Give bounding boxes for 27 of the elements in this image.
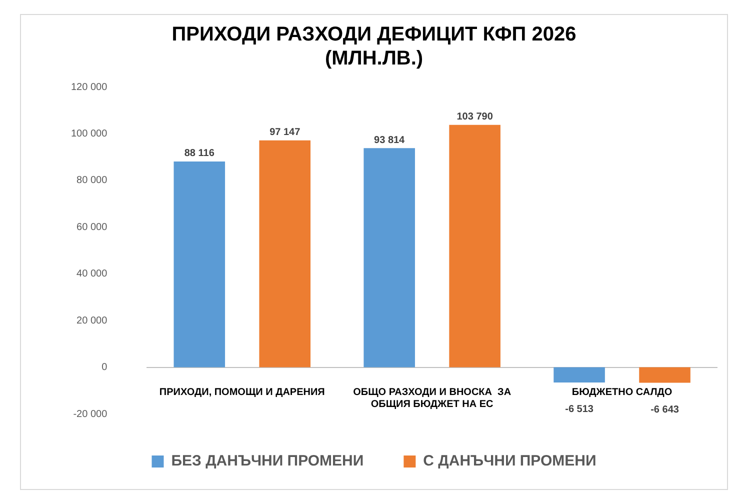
- y-tick-label: 0: [102, 362, 108, 374]
- legend-label: БЕЗ ДАНЪЧНИ ПРОМЕНИ: [171, 452, 364, 470]
- y-tick-label: 60 000: [76, 222, 108, 233]
- data-label: 88 116: [184, 148, 215, 160]
- data-label: 93 814: [374, 134, 406, 146]
- y-tick-label: 80 000: [76, 175, 108, 186]
- bar: [259, 140, 311, 368]
- legend-label: С ДАНЪЧНИ ПРОМЕНИ: [423, 452, 596, 470]
- data-label: -6 513: [565, 404, 594, 416]
- data-label: -6 643: [650, 404, 680, 416]
- x-tick-label: ОБЩО РАЗХОДИ И ВНОСКА ЗА ОБЩИЯ БЮДЖЕТ НА ЕС: [353, 387, 512, 410]
- bar: [174, 161, 226, 368]
- text: ПРИХОДИ РАЗХОДИ ДЕФИЦИТ КФП 2026: [172, 24, 576, 46]
- bar: [639, 367, 690, 383]
- bar: [449, 124, 500, 368]
- y-tick-label: 120 000: [70, 82, 108, 93]
- x-tick-label: ПРИХОДИ, ПОМОЩИ И ДАРЕНИЯ: [159, 387, 325, 398]
- y-tick-label: 100 000: [70, 128, 108, 140]
- data-label: 97 147: [270, 127, 301, 138]
- x-tick-label: БЮДЖЕТНО САЛДО: [572, 387, 672, 398]
- y-tick-label: 40 000: [76, 268, 108, 280]
- bar: [554, 367, 605, 382]
- text: (МЛН.ЛВ.): [324, 48, 424, 70]
- data-label: 103 790: [456, 112, 494, 123]
- bar: [364, 148, 415, 368]
- y-tick-label: -20 000: [73, 408, 108, 420]
- y-tick-label: 20 000: [76, 315, 108, 326]
